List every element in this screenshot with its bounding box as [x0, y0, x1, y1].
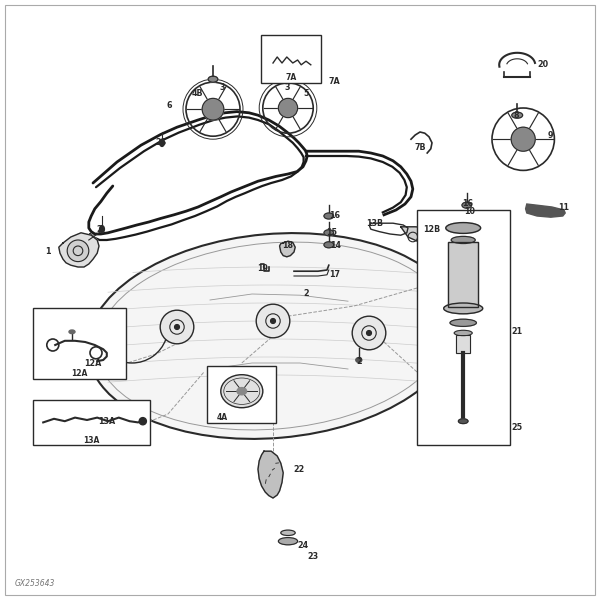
Circle shape	[175, 325, 179, 329]
Text: 24: 24	[298, 541, 308, 551]
Text: 12A: 12A	[85, 358, 101, 367]
Circle shape	[367, 331, 371, 335]
Ellipse shape	[324, 230, 334, 236]
Text: 11: 11	[559, 202, 569, 211]
Circle shape	[139, 418, 146, 425]
FancyBboxPatch shape	[207, 366, 276, 423]
Text: 13A: 13A	[98, 416, 115, 426]
Ellipse shape	[324, 242, 334, 248]
Text: 16: 16	[329, 211, 340, 220]
Circle shape	[160, 310, 194, 344]
Circle shape	[278, 98, 298, 118]
Text: 7B: 7B	[414, 142, 426, 151]
Polygon shape	[258, 451, 283, 498]
Circle shape	[511, 127, 535, 151]
Text: 6: 6	[166, 100, 172, 109]
Text: 4A: 4A	[217, 413, 227, 422]
Text: 2: 2	[303, 289, 309, 298]
Text: 1: 1	[45, 247, 51, 257]
Text: 21: 21	[512, 326, 523, 335]
Circle shape	[202, 98, 224, 120]
Text: 8: 8	[513, 110, 519, 119]
FancyBboxPatch shape	[448, 242, 478, 307]
Ellipse shape	[237, 388, 247, 395]
Ellipse shape	[444, 303, 482, 314]
Circle shape	[67, 240, 89, 262]
Ellipse shape	[462, 202, 472, 208]
Text: 3: 3	[284, 82, 290, 91]
Circle shape	[271, 319, 275, 323]
Ellipse shape	[160, 139, 164, 146]
Text: 10: 10	[464, 206, 475, 215]
Text: 5: 5	[303, 88, 309, 97]
Ellipse shape	[283, 76, 293, 82]
Text: 26: 26	[155, 138, 166, 147]
Text: 20: 20	[538, 60, 548, 69]
Ellipse shape	[454, 330, 472, 335]
Ellipse shape	[281, 530, 295, 535]
Circle shape	[256, 304, 290, 338]
Ellipse shape	[356, 358, 362, 362]
Polygon shape	[401, 227, 455, 246]
Ellipse shape	[69, 330, 75, 334]
Text: 22: 22	[293, 464, 304, 474]
Text: 14: 14	[331, 241, 341, 251]
Text: 12B: 12B	[424, 224, 440, 233]
Text: 16: 16	[463, 199, 473, 208]
FancyBboxPatch shape	[33, 308, 126, 379]
Ellipse shape	[458, 419, 468, 424]
FancyBboxPatch shape	[456, 335, 470, 353]
Ellipse shape	[512, 112, 523, 118]
Ellipse shape	[324, 213, 334, 219]
Polygon shape	[59, 233, 99, 267]
FancyBboxPatch shape	[33, 400, 150, 445]
Ellipse shape	[446, 223, 481, 233]
Text: 7A: 7A	[329, 76, 341, 85]
Text: 13B: 13B	[367, 218, 383, 227]
Ellipse shape	[450, 319, 476, 326]
FancyBboxPatch shape	[5, 5, 595, 595]
Text: 18: 18	[283, 241, 293, 251]
Ellipse shape	[451, 236, 475, 244]
FancyBboxPatch shape	[417, 210, 510, 445]
Text: 9: 9	[548, 130, 554, 139]
Text: 17: 17	[329, 270, 340, 279]
Text: 12A: 12A	[71, 369, 88, 378]
Text: 4B: 4B	[192, 88, 204, 97]
Ellipse shape	[221, 374, 263, 408]
Ellipse shape	[88, 233, 458, 439]
Text: 3: 3	[219, 82, 225, 91]
Polygon shape	[280, 241, 295, 257]
Text: 23: 23	[308, 552, 319, 562]
Ellipse shape	[100, 226, 104, 233]
Text: 15: 15	[326, 228, 337, 237]
Text: 7A: 7A	[286, 73, 296, 82]
Text: 19: 19	[257, 264, 268, 273]
Ellipse shape	[278, 538, 298, 545]
Text: 2: 2	[96, 224, 102, 233]
FancyBboxPatch shape	[261, 35, 321, 83]
Polygon shape	[526, 204, 565, 217]
Text: 13A: 13A	[83, 436, 100, 445]
Circle shape	[352, 316, 386, 350]
Ellipse shape	[208, 76, 218, 82]
Text: 2: 2	[356, 356, 362, 365]
Text: 25: 25	[512, 422, 523, 432]
Text: GX253643: GX253643	[15, 579, 55, 588]
